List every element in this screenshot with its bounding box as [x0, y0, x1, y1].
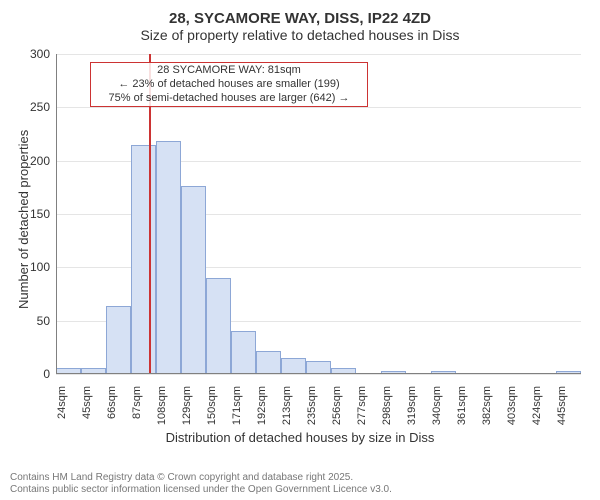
x-axis-label: Distribution of detached houses by size …: [0, 430, 600, 445]
x-tick-label: 424sqm: [531, 386, 543, 432]
x-tick-label: 235sqm: [306, 386, 318, 432]
histogram-bar: [156, 141, 181, 374]
x-tick-label: 24sqm: [56, 386, 68, 432]
x-tick-label: 192sqm: [256, 386, 268, 432]
x-tick-label: 382sqm: [481, 386, 493, 432]
x-tick-label: 445sqm: [556, 386, 568, 432]
histogram-bar: [256, 351, 281, 374]
x-tick-label: 403sqm: [506, 386, 518, 432]
y-axis-label: Number of detached properties: [16, 130, 31, 309]
gridline: [56, 107, 581, 108]
x-tick-label: 171sqm: [231, 386, 243, 432]
y-axis-line: [56, 54, 57, 374]
annotation-box: 28 SYCAMORE WAY: 81sqm ← 23% of detached…: [90, 62, 368, 107]
x-tick-label: 213sqm: [281, 386, 293, 432]
gridline: [56, 374, 581, 375]
attribution: Contains HM Land Registry data © Crown c…: [10, 472, 392, 496]
histogram-bar: [206, 278, 231, 374]
y-tick-label: 250: [16, 100, 50, 114]
chart-title: 28, SYCAMORE WAY, DISS, IP22 4ZD: [0, 0, 600, 27]
x-tick-label: 298sqm: [381, 386, 393, 432]
histogram-bar: [181, 186, 206, 374]
x-tick-label: 340sqm: [431, 386, 443, 432]
chart-container: 28, SYCAMORE WAY, DISS, IP22 4ZD Size of…: [0, 0, 600, 500]
annotation-line-3: 75% of semi-detached houses are larger (…: [94, 92, 364, 106]
plot-area: 28 SYCAMORE WAY: 81sqm ← 23% of detached…: [56, 54, 581, 374]
x-tick-label: 150sqm: [206, 386, 218, 432]
annotation-line-2: ← 23% of detached houses are smaller (19…: [94, 78, 364, 92]
annotation-line-1: 28 SYCAMORE WAY: 81sqm: [94, 64, 364, 78]
histogram-bar: [106, 306, 131, 374]
x-tick-label: 87sqm: [131, 386, 143, 432]
x-tick-label: 361sqm: [456, 386, 468, 432]
gridline: [56, 54, 581, 55]
attribution-line-2: Contains public sector information licen…: [10, 484, 392, 496]
y-tick-label: 0: [16, 367, 50, 381]
x-tick-label: 45sqm: [81, 386, 93, 432]
x-tick-label: 129sqm: [181, 386, 193, 432]
x-axis-line: [56, 373, 581, 374]
histogram-bar: [281, 358, 306, 374]
chart-subtitle: Size of property relative to detached ho…: [0, 27, 600, 49]
y-tick-label: 300: [16, 47, 50, 61]
x-tick-label: 66sqm: [106, 386, 118, 432]
x-tick-label: 277sqm: [356, 386, 368, 432]
x-tick-label: 319sqm: [406, 386, 418, 432]
y-tick-label: 50: [16, 314, 50, 328]
x-tick-label: 108sqm: [156, 386, 168, 432]
x-tick-label: 256sqm: [331, 386, 343, 432]
histogram-bar: [231, 331, 256, 374]
histogram-bar: [131, 145, 156, 374]
attribution-line-1: Contains HM Land Registry data © Crown c…: [10, 472, 392, 484]
